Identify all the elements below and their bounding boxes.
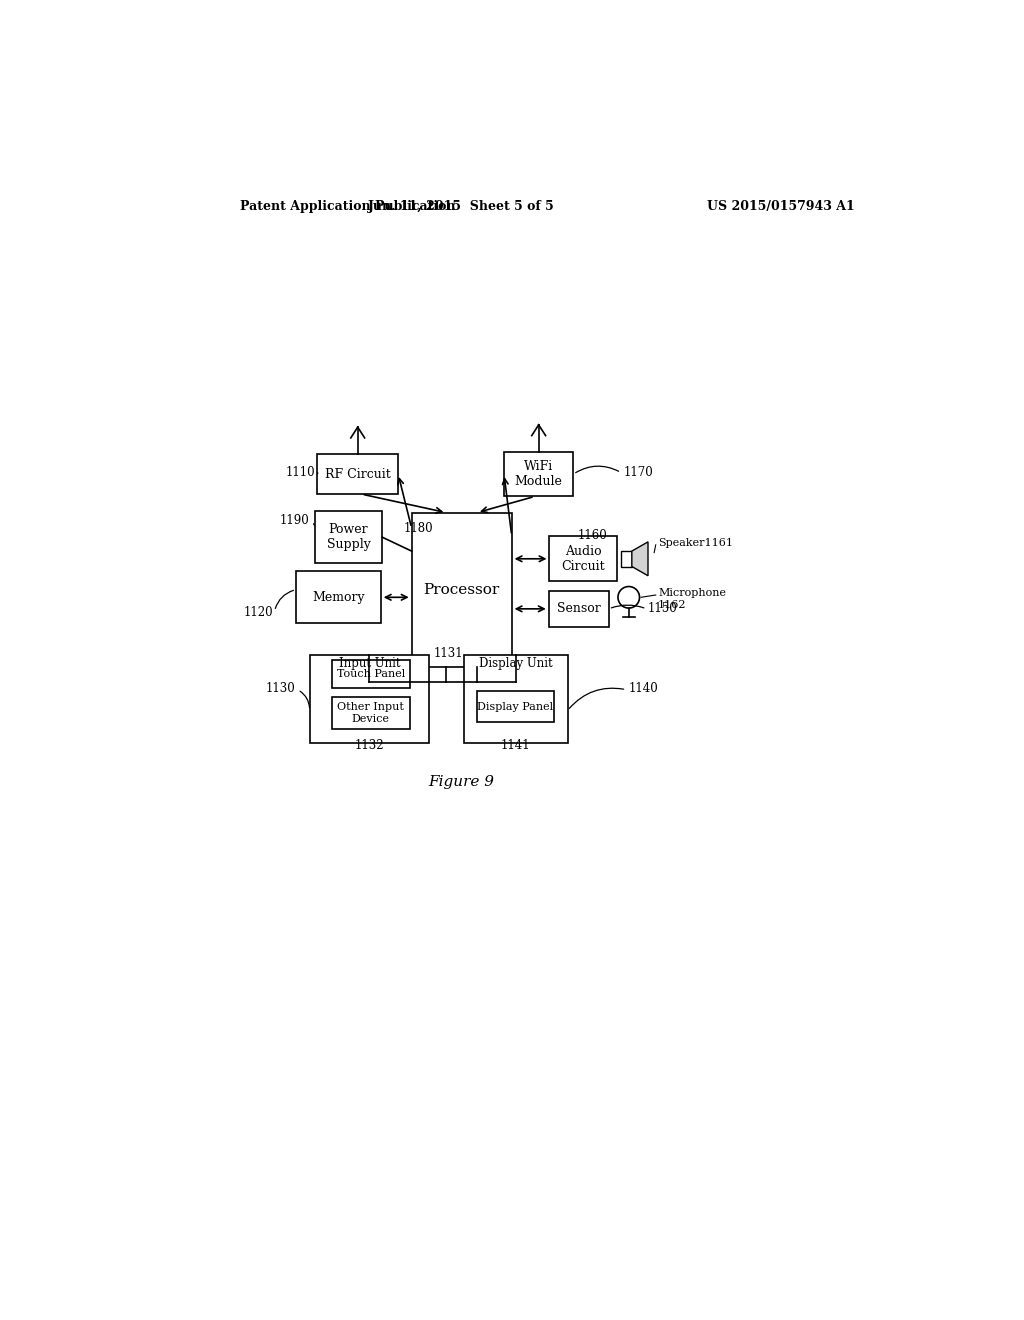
Text: 1132: 1132 [354, 739, 384, 751]
Text: Display Unit: Display Unit [479, 657, 552, 671]
Bar [412, 512, 512, 667]
Bar [549, 591, 608, 627]
Text: Other Input
Device: Other Input Device [337, 702, 404, 723]
Text: Input Unit: Input Unit [339, 657, 400, 671]
Text: 1120: 1120 [244, 606, 273, 619]
Text: 1190: 1190 [280, 513, 309, 527]
Bar [309, 655, 429, 743]
Bar [317, 454, 398, 494]
Text: WiFi
Module: WiFi Module [515, 461, 562, 488]
Text: 1131: 1131 [433, 647, 463, 660]
Bar [504, 451, 573, 496]
Text: 1160: 1160 [578, 529, 607, 543]
Text: 1150: 1150 [648, 602, 678, 615]
Text: 1130: 1130 [265, 681, 295, 694]
Text: Processor: Processor [424, 582, 500, 597]
Text: Figure 9: Figure 9 [429, 775, 495, 789]
Text: 1162: 1162 [658, 601, 686, 610]
Polygon shape [632, 543, 648, 576]
Text: 1110: 1110 [286, 466, 315, 479]
Text: 1180: 1180 [403, 521, 433, 535]
Text: Patent Application Publication: Patent Application Publication [240, 199, 456, 213]
Bar [464, 655, 567, 743]
Bar [332, 660, 410, 688]
Bar [550, 536, 617, 581]
Text: Sensor: Sensor [557, 602, 600, 615]
Bar [332, 697, 410, 729]
Bar [477, 692, 554, 722]
Text: Display Panel: Display Panel [477, 702, 554, 711]
Bar [621, 552, 632, 566]
Text: 1140: 1140 [629, 681, 658, 694]
Bar [296, 572, 381, 623]
Text: Speaker1161: Speaker1161 [658, 539, 733, 548]
Text: Touch Panel: Touch Panel [337, 669, 404, 680]
Text: US 2015/0157943 A1: US 2015/0157943 A1 [707, 199, 854, 213]
Text: 1141: 1141 [501, 739, 530, 751]
Text: RF Circuit: RF Circuit [325, 467, 390, 480]
Bar [314, 511, 382, 564]
Text: Memory: Memory [312, 591, 365, 603]
Text: Power
Supply: Power Supply [327, 523, 371, 552]
Text: 1170: 1170 [624, 466, 653, 479]
Text: Jun. 11, 2015  Sheet 5 of 5: Jun. 11, 2015 Sheet 5 of 5 [369, 199, 555, 213]
Text: Audio
Circuit: Audio Circuit [561, 545, 605, 573]
Text: Microphone: Microphone [658, 589, 726, 598]
